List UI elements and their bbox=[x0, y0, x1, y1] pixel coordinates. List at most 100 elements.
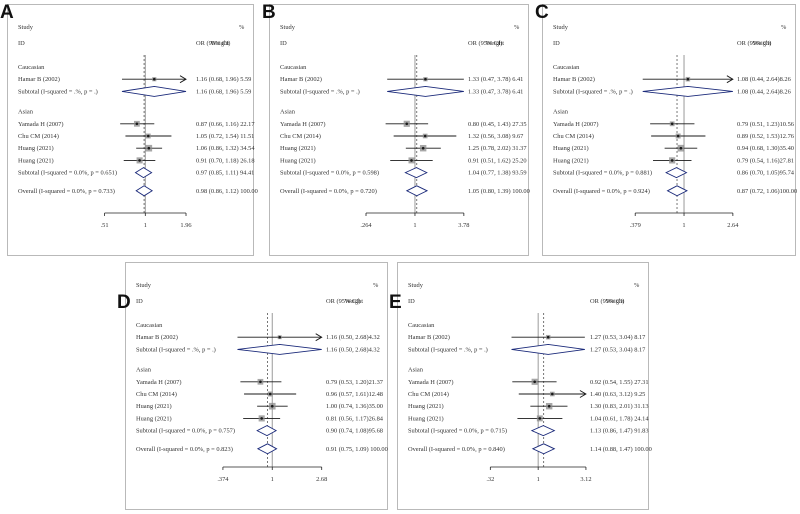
x-tick-label: 1 bbox=[537, 476, 540, 483]
estimate-text: 0.91 (0.70, 1.18) 26.18 bbox=[196, 157, 255, 164]
panel-letter: C bbox=[535, 2, 549, 23]
header-study: Study bbox=[408, 282, 424, 289]
point-estimate bbox=[152, 77, 156, 81]
header-percent: % bbox=[514, 24, 520, 31]
point-estimate bbox=[278, 335, 281, 339]
subtotal-label: Subtotal (I-squared = .%, p = .) bbox=[408, 346, 488, 353]
estimate-text: 1.16 (0.68, 1.96) 5.59 bbox=[196, 76, 251, 83]
estimate-text: 1.16 (0.50, 2.68)4.32 bbox=[326, 334, 380, 341]
estimate-text: 1.14 (0.88, 1.47) 100.00 bbox=[590, 446, 652, 453]
point-estimate bbox=[268, 392, 272, 396]
x-tick-label: 3.12 bbox=[580, 476, 591, 483]
study-label: Chu CM (2014) bbox=[408, 391, 449, 398]
estimate-text: 0.92 (0.54, 1.55) 27.31 bbox=[590, 379, 649, 386]
estimate-text: 0.80 (0.45, 1.43) 27.35 bbox=[468, 121, 527, 128]
subtotal-diamond bbox=[256, 425, 278, 437]
subtotal-diamond bbox=[121, 85, 187, 97]
header-or-ci: OR (95% CI) bbox=[590, 298, 624, 305]
estimate-text: 0.91 (0.75, 1.09) 100.00 bbox=[326, 446, 388, 453]
estimate-text: 0.79 (0.54, 1.16)27.81 bbox=[737, 157, 794, 164]
subtotal-label: Subtotal (I-squared = 0.0%, p = 0.881) bbox=[553, 170, 652, 177]
header-or-ci: OR (95% CI) bbox=[326, 298, 360, 305]
header-study: Study bbox=[553, 24, 569, 31]
estimate-text: 0.90 (0.74, 1.08)95.68 bbox=[326, 428, 383, 435]
header-id: ID bbox=[408, 298, 415, 305]
estimate-text: 1.32 (0.56, 3.08) 9.67 bbox=[468, 133, 524, 140]
subtotal-label: Subtotal (I-squared = .%, p = .) bbox=[280, 88, 360, 95]
estimate-text: 1.16 (0.50, 2.68)4.32 bbox=[326, 346, 380, 353]
estimate-text: 0.79 (0.53, 1.20)21.37 bbox=[326, 379, 384, 386]
study-label: Huang (2021) bbox=[553, 157, 589, 164]
x-tick-label: 1 bbox=[144, 222, 147, 229]
x-tick-label: .32 bbox=[486, 476, 494, 483]
header-weight: Weight bbox=[345, 298, 364, 305]
study-label: Huang (2021) bbox=[136, 415, 172, 422]
subtotal-label: Subtotal (I-squared = .%, p = .) bbox=[136, 346, 216, 353]
overall-label: Overall (I-squared = 0.0%, p = 0.924) bbox=[553, 188, 650, 195]
overall-diamond bbox=[405, 185, 429, 197]
header-study: Study bbox=[136, 282, 152, 289]
group-label: Caucasian bbox=[280, 64, 307, 71]
panel-letter: B bbox=[262, 2, 276, 23]
group-label: Asian bbox=[136, 367, 152, 374]
x-tick-label: 2.64 bbox=[727, 222, 739, 229]
study-label: Yamada H (2007) bbox=[18, 121, 64, 128]
header-or-ci: OR (95% CI) bbox=[196, 40, 230, 47]
point-estimate bbox=[421, 146, 425, 150]
study-label: Huang (2021) bbox=[280, 145, 316, 152]
study-label: Huang (2021) bbox=[136, 403, 172, 410]
study-label: Hamar B (2002) bbox=[408, 334, 450, 341]
study-label: Hamar B (2002) bbox=[136, 334, 178, 341]
ci-arrow bbox=[315, 333, 323, 342]
point-estimate bbox=[260, 417, 263, 420]
estimate-text: 0.91 (0.51, 1.62) 25.20 bbox=[468, 157, 527, 164]
ci-arrow bbox=[579, 390, 587, 398]
overall-label: Overall (I-squared = 0.0%, p = 0.840) bbox=[408, 446, 505, 453]
study-label: Yamada H (2007) bbox=[408, 379, 454, 386]
forest-panel-c: C Study ID% Weight OR (95% CI) Caucasian Hama… bbox=[535, 3, 797, 256]
group-label: Asian bbox=[280, 109, 296, 116]
header-study: Study bbox=[280, 24, 296, 31]
panel-letter: A bbox=[0, 2, 14, 23]
point-estimate bbox=[670, 159, 674, 162]
header-or-ci: OR (95% CI) bbox=[737, 40, 771, 47]
header-weight: Weight bbox=[753, 40, 772, 47]
subtotal-label: Subtotal (I-squared = 0.0%, p = 0.598) bbox=[280, 170, 379, 177]
point-estimate bbox=[686, 77, 690, 81]
header-or-ci: OR (95% CI) bbox=[468, 40, 502, 47]
estimate-text: 1.33 (0.47, 3.78) 6.41 bbox=[468, 88, 523, 95]
point-estimate bbox=[146, 134, 150, 138]
panel-letter: E bbox=[389, 292, 402, 313]
estimate-text: 0.86 (0.70, 1.05)95.74 bbox=[737, 170, 795, 177]
ci-arrow bbox=[179, 75, 187, 84]
subtotal-diamond bbox=[404, 167, 428, 179]
x-tick-label: 1 bbox=[413, 222, 416, 229]
study-label: Hamar B (2002) bbox=[280, 76, 322, 83]
estimate-text: 1.13 (0.86, 1.47) 91.83 bbox=[590, 428, 649, 435]
estimate-text: 0.87 (0.72, 1.06)100.00 bbox=[737, 188, 797, 195]
header-id: ID bbox=[136, 298, 143, 305]
x-tick-label: 1 bbox=[682, 222, 685, 229]
x-tick-label: 1 bbox=[271, 476, 274, 483]
study-label: Huang (2021) bbox=[18, 157, 54, 164]
overall-diamond bbox=[135, 185, 154, 197]
header-id: ID bbox=[553, 40, 560, 47]
ci-arrow bbox=[726, 75, 734, 84]
study-label: Huang (2021) bbox=[553, 145, 589, 152]
study-label: Huang (2021) bbox=[408, 415, 444, 422]
estimate-text: 0.97 (0.85, 1.11) 94.41 bbox=[196, 170, 254, 177]
estimate-text: 1.27 (0.53, 3.04) 8.17 bbox=[590, 346, 646, 353]
study-label: Yamada H (2007) bbox=[280, 121, 326, 128]
subtotal-label: Subtotal (I-squared = 0.0%, p = 0.757) bbox=[136, 428, 235, 435]
header-id: ID bbox=[280, 40, 287, 47]
overall-diamond bbox=[256, 443, 278, 455]
point-estimate bbox=[424, 77, 427, 81]
x-tick-label: .264 bbox=[360, 222, 372, 229]
study-label: Yamada H (2007) bbox=[136, 379, 182, 386]
estimate-text: 0.87 (0.66, 1.16) 22.17 bbox=[196, 121, 255, 128]
study-label: Hamar B (2002) bbox=[18, 76, 60, 83]
